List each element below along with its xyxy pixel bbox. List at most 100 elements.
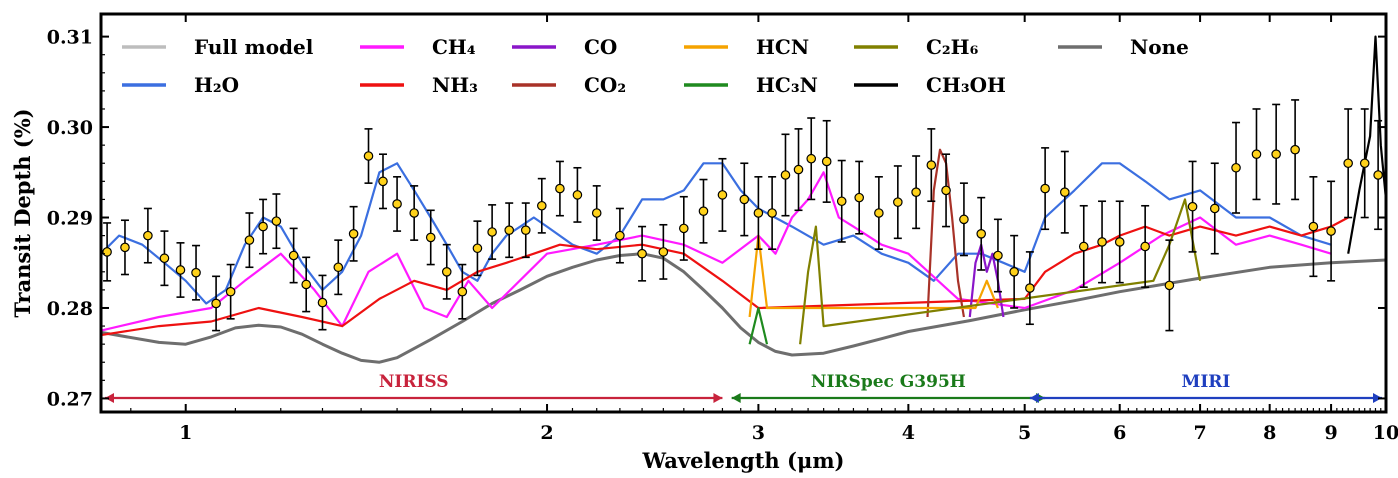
data-point (959, 214, 969, 225)
range-label-0: NIRISS (379, 372, 449, 392)
data-point (993, 250, 1003, 261)
data-point (441, 266, 452, 277)
range-arrowhead-left (731, 393, 741, 403)
data-point (739, 194, 750, 205)
data-point (487, 227, 497, 237)
data-point (1025, 283, 1035, 293)
data-point (1373, 170, 1383, 180)
range-arrowhead-left (105, 393, 114, 403)
data-point (717, 190, 728, 200)
data-point (698, 206, 709, 216)
legend-label-4: C₂H₆ (926, 35, 979, 59)
data-point (854, 192, 864, 203)
data-point (780, 170, 791, 180)
data-point (1271, 149, 1281, 160)
range-arrowhead-left (1029, 393, 1039, 403)
x-tick-label-1: 2 (540, 422, 553, 444)
data-point (504, 225, 515, 235)
data-point (941, 185, 951, 196)
data-point (520, 225, 531, 235)
x-tick-label-6: 7 (1193, 422, 1206, 444)
data-point (378, 176, 388, 187)
data-point (175, 265, 186, 275)
data-point (1114, 237, 1125, 247)
data-point (1009, 266, 1019, 277)
data-point (1164, 280, 1175, 291)
legend-label-5: None (1130, 35, 1189, 59)
y-tick-label-3: 0.30 (47, 117, 93, 139)
legend-label-1: CH₄ (432, 35, 476, 59)
data-point (1326, 226, 1336, 236)
data-point (1209, 203, 1220, 214)
data-point (1097, 237, 1107, 247)
data-point (1187, 201, 1198, 212)
y-tick-label-0: 0.27 (47, 388, 93, 410)
data-point (211, 298, 221, 309)
x-axis-title: Wavelength (μm) (642, 448, 845, 473)
data-point (806, 153, 817, 164)
legend-label-10: CH₃OH (926, 73, 1006, 97)
data-point (591, 208, 602, 218)
data-point (143, 230, 153, 241)
legend-label-8: CO₂ (584, 73, 626, 97)
x-tick-label-3: 4 (902, 422, 915, 444)
data-point (536, 200, 547, 211)
data-point (333, 262, 344, 273)
data-point (1290, 144, 1300, 155)
data-point (615, 230, 625, 241)
data-point (1343, 158, 1353, 169)
legend-label-9: HC₃N (756, 73, 818, 97)
data-point (244, 235, 255, 245)
y-tick-label-2: 0.29 (47, 208, 93, 230)
data-point (409, 208, 419, 218)
data-point (191, 267, 201, 278)
data-point (225, 286, 236, 297)
observations-layer (102, 99, 1383, 332)
data-point (753, 208, 764, 218)
data-point (555, 183, 565, 194)
y-axis-title: Transit Depth (%) (10, 108, 35, 317)
y-tick-label-1: 0.28 (47, 298, 93, 320)
x-tick-label-4: 5 (1018, 422, 1031, 444)
series-line-9 (1347, 35, 1386, 254)
legend-label-0: Full model (194, 35, 314, 59)
axes-layer: 1 2 3 4 5 6 7 8 9 10 0.27 0.28 0.29 0.30 0.31 (47, 12, 1398, 444)
legend-label-7: NH₃ (432, 73, 478, 97)
data-point (1308, 221, 1319, 232)
data-point (679, 223, 689, 234)
data-point (472, 243, 483, 254)
data-point (425, 232, 436, 243)
data-point (976, 229, 987, 239)
x-tick-label-8: 9 (1324, 422, 1337, 444)
range-label-2: MIRI (1182, 372, 1231, 392)
range-arrowhead-right (1373, 393, 1382, 403)
y-tick-label-4: 0.31 (47, 27, 93, 49)
data-point (893, 197, 903, 207)
data-point (392, 199, 402, 209)
data-point (288, 250, 299, 261)
x-tick-label-5: 6 (1113, 422, 1126, 444)
data-point (836, 196, 847, 207)
legend: Full model CH₄ CO HCN C₂H₆ None H₂O NH₃ CO₂ HC₃N C… (122, 35, 1189, 97)
data-point (457, 286, 468, 297)
series-line-8 (799, 198, 1202, 345)
data-point (793, 164, 804, 175)
data-point (301, 279, 311, 290)
x-tick-label-0: 1 (179, 422, 192, 444)
series-line-7 (748, 306, 769, 345)
data-point (1078, 241, 1089, 252)
data-point (1059, 187, 1070, 197)
data-point (1359, 158, 1370, 169)
data-point (926, 160, 937, 170)
data-point (1140, 241, 1150, 252)
data-point (767, 208, 777, 218)
data-point (317, 297, 328, 308)
data-point (572, 190, 583, 200)
x-tick-label-9: 10 (1373, 422, 1398, 444)
data-point (1251, 149, 1262, 160)
x-tick-label-2: 3 (752, 422, 765, 444)
data-point (120, 242, 130, 253)
range-arrowhead-right (713, 393, 723, 403)
plot-frame (99, 12, 1388, 414)
